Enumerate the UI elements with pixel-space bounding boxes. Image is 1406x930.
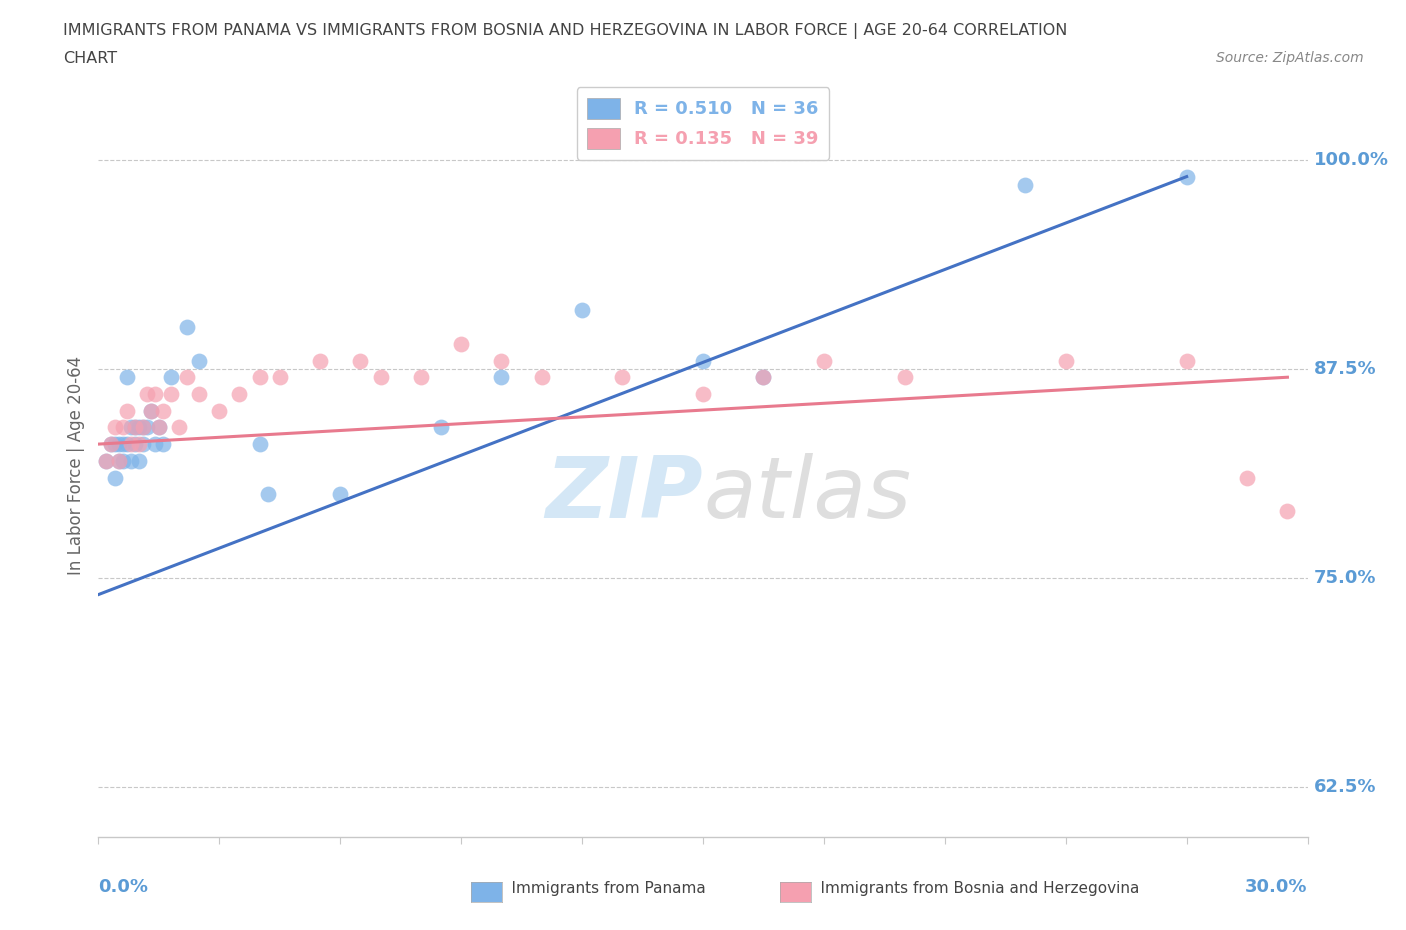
Point [813,353,835,368]
Point [128,420,150,435]
Point [1236,470,1258,485]
Point [612,370,634,385]
Text: 100.0%: 100.0% [1313,151,1389,169]
Point [143,437,166,452]
Point [752,370,775,385]
Text: 30.0%: 30.0% [1246,878,1308,896]
Point [148,420,170,435]
Point [132,420,155,435]
Point [143,387,166,402]
Point [124,420,146,435]
Point [103,420,125,435]
Point [128,437,150,452]
Text: Source: ZipAtlas.com: Source: ZipAtlas.com [1216,51,1364,65]
Point [152,404,174,418]
Point [893,370,915,385]
Text: CHART: CHART [63,51,117,66]
Point [124,437,146,452]
Point [409,370,432,385]
Point [111,454,134,469]
Y-axis label: In Labor Force | Age 20-64: In Labor Force | Age 20-64 [66,355,84,575]
Point [1014,178,1036,193]
Text: ZIP: ZIP [546,453,703,537]
Point [152,437,174,452]
Point [132,437,155,452]
Text: IMMIGRANTS FROM PANAMA VS IMMIGRANTS FROM BOSNIA AND HERZEGOVINA IN LABOR FORCE : IMMIGRANTS FROM PANAMA VS IMMIGRANTS FRO… [63,23,1067,39]
Point [107,454,129,469]
Point [228,387,250,402]
Point [96,454,118,469]
Point [1175,353,1198,368]
Point [491,353,513,368]
Point [107,437,129,452]
Point [530,370,553,385]
Point [160,370,183,385]
Point [269,370,291,385]
Point [160,387,183,402]
Point [107,454,129,469]
Text: 75.0%: 75.0% [1313,569,1376,587]
Text: Immigrants from Bosnia and Herzegovina: Immigrants from Bosnia and Herzegovina [801,881,1140,896]
Point [188,387,211,402]
Point [1054,353,1077,368]
Point [128,454,150,469]
Point [430,420,453,435]
Point [176,320,198,335]
Point [124,420,146,435]
Point [370,370,392,385]
Point [120,454,142,469]
Point [111,437,134,452]
Point [692,353,714,368]
Point [139,404,162,418]
Point [188,353,211,368]
Point [96,454,118,469]
Point [100,437,122,452]
Point [692,387,714,402]
Point [208,404,231,418]
Point [349,353,371,368]
Text: Immigrants from Panama: Immigrants from Panama [492,881,706,896]
Point [100,437,122,452]
Point [115,370,138,385]
Point [752,370,775,385]
Text: 62.5%: 62.5% [1313,777,1376,796]
Point [139,404,162,418]
Legend: R = 0.510   N = 36, R = 0.135   N = 39: R = 0.510 N = 36, R = 0.135 N = 39 [576,87,830,160]
Point [167,420,190,435]
Point [571,303,593,318]
Point [249,370,271,385]
Point [256,486,278,501]
Point [115,437,138,452]
Point [148,420,170,435]
Point [120,437,142,452]
Point [491,370,513,385]
Point [450,337,472,352]
Point [103,470,125,485]
Text: 0.0%: 0.0% [98,878,149,896]
Point [103,437,125,452]
Text: atlas: atlas [703,453,911,537]
Point [115,404,138,418]
Point [249,437,271,452]
Point [1277,503,1299,518]
Point [309,353,332,368]
Point [1175,169,1198,184]
Point [329,486,352,501]
Text: 87.5%: 87.5% [1313,360,1376,378]
Point [176,370,198,385]
Point [120,420,142,435]
Point [111,420,134,435]
Point [135,387,157,402]
Point [132,420,155,435]
Point [135,420,157,435]
